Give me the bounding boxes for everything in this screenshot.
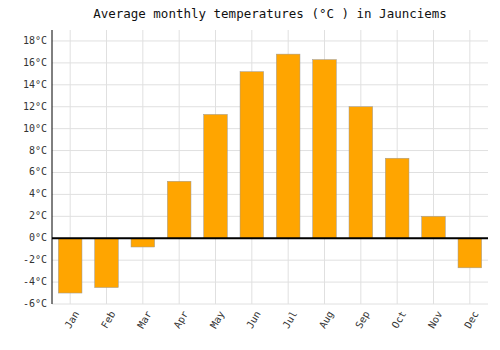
bar bbox=[276, 54, 300, 238]
grid-line-y bbox=[52, 84, 488, 85]
y-tick-label: 18°C bbox=[23, 35, 47, 46]
grid-line-y bbox=[52, 172, 488, 173]
y-tick-label: 14°C bbox=[23, 79, 47, 90]
grid-line-y bbox=[52, 238, 488, 239]
grid-line-y bbox=[52, 194, 488, 195]
bar bbox=[95, 238, 119, 287]
x-tick-label: Jul bbox=[281, 309, 300, 330]
y-axis: -6°C -4°C -2°C 0°C 2°C 4°C 6°C 8°C 10°C 12°C 14°C 1… bbox=[23, 35, 47, 309]
grid-line-y bbox=[52, 40, 488, 41]
y-tick-label: 12°C bbox=[23, 101, 47, 112]
bar bbox=[240, 72, 264, 239]
y-tick-label: 10°C bbox=[23, 123, 47, 134]
x-tick-label: Mar bbox=[135, 309, 154, 330]
x-tick-label: Oct bbox=[390, 309, 409, 330]
x-tick-label: Jun bbox=[244, 309, 263, 330]
grid-line-y bbox=[52, 62, 488, 63]
x-tick-label: Dec bbox=[462, 309, 481, 330]
grid-line-y bbox=[52, 150, 488, 151]
x-tick-label: May bbox=[208, 309, 227, 330]
x-axis: Jan Feb Mar Apr May Jun Jul Aug Sep Oct Nov Dec bbox=[63, 309, 481, 330]
x-tick-label: Aug bbox=[317, 309, 336, 330]
y-axis-line bbox=[52, 30, 53, 304]
bar bbox=[131, 238, 155, 247]
bar bbox=[58, 238, 82, 293]
grid-line-y bbox=[52, 106, 488, 107]
bars bbox=[58, 54, 481, 293]
bar bbox=[385, 158, 409, 238]
x-tick-label: Feb bbox=[99, 309, 118, 330]
y-tick-label: 2°C bbox=[29, 210, 47, 221]
x-tick-label: Sep bbox=[353, 309, 372, 330]
grid-line-y bbox=[52, 304, 488, 305]
bar bbox=[422, 216, 446, 238]
bar bbox=[458, 238, 482, 268]
y-tick-label: 0°C bbox=[29, 232, 47, 243]
bar bbox=[167, 181, 191, 238]
y-tick-label: 16°C bbox=[23, 57, 47, 68]
bar bbox=[313, 60, 337, 239]
bar bbox=[204, 114, 228, 238]
grid-line-x bbox=[433, 30, 434, 304]
grid-line-x bbox=[142, 30, 143, 304]
bar bbox=[349, 107, 373, 239]
y-tick-label: -2°C bbox=[23, 254, 47, 265]
zero-line bbox=[52, 237, 488, 239]
grid-line-x bbox=[179, 30, 180, 304]
x-tick-label: Apr bbox=[172, 309, 191, 330]
y-tick-label: 6°C bbox=[29, 166, 47, 177]
grid bbox=[52, 30, 488, 304]
grid-line-y bbox=[52, 128, 488, 129]
y-tick-label: 8°C bbox=[29, 145, 47, 156]
x-tick-label: Nov bbox=[426, 309, 445, 330]
x-tick-label: Jan bbox=[63, 309, 82, 330]
title: Average monthly temperatures (°C ) in Ja… bbox=[93, 6, 447, 21]
chart: -6°C -4°C -2°C 0°C 2°C 4°C 6°C 8°C 10°C 12°C 14°C 1… bbox=[0, 0, 500, 350]
y-tick-label: -6°C bbox=[23, 298, 47, 309]
y-tick-label: 4°C bbox=[29, 188, 47, 199]
y-tick-label: -4°C bbox=[23, 276, 47, 287]
